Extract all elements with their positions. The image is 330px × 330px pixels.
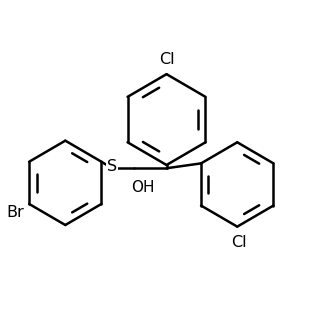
Text: Cl: Cl (159, 52, 174, 67)
Text: Cl: Cl (231, 235, 247, 250)
Text: OH: OH (131, 180, 154, 195)
Text: S: S (107, 159, 117, 174)
Text: Br: Br (7, 205, 24, 219)
